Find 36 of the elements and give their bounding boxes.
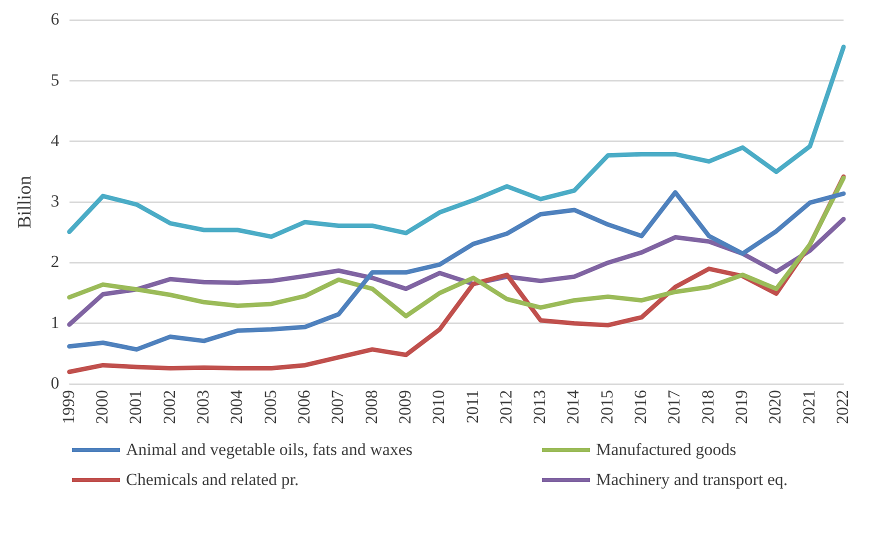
x-tick-label: 2019 — [732, 390, 752, 424]
x-tick-label: 2002 — [160, 390, 179, 424]
legend-label: Chemicals and related pr. — [126, 470, 299, 490]
legend-label: Manufactured goods — [596, 440, 736, 460]
y-tick-label: 4 — [50, 130, 60, 150]
x-tick-label: 2004 — [227, 390, 246, 424]
x-tick-label: 1999 — [58, 390, 78, 424]
x-tick-label: 2015 — [597, 390, 616, 424]
x-tick-label: 2011 — [462, 390, 482, 424]
x-tick-label: 2021 — [799, 390, 818, 424]
x-tick-label: 2018 — [698, 390, 718, 424]
x-tick-label: 2013 — [530, 390, 550, 424]
y-tick-label: 2 — [50, 252, 60, 272]
y-tick-label: 6 — [50, 10, 60, 29]
x-tick-label: 2007 — [328, 390, 348, 424]
x-tick-label: 2014 — [564, 390, 583, 424]
x-tick-label: 2009 — [395, 390, 414, 424]
x-tick-label: 2003 — [193, 390, 212, 424]
legend-label: Animal and vegetable oils, fats and waxes — [126, 440, 413, 460]
y-tick-label: 1 — [50, 312, 60, 332]
y-axis-title: Billion — [14, 175, 36, 228]
x-tick-label: 2010 — [429, 390, 448, 424]
x-tick-label: 2001 — [126, 390, 146, 424]
legend-label: Machinery and transport eq. — [596, 470, 788, 490]
x-tick-label: 2020 — [766, 390, 785, 424]
x-tick-label: 2006 — [294, 390, 314, 424]
x-tick-label: 2012 — [496, 390, 516, 424]
x-tick-label: 2005 — [260, 390, 280, 424]
x-tick-label: 2008 — [362, 390, 381, 424]
y-tick-label: 0 — [50, 373, 60, 392]
x-tick-label: 2022 — [833, 390, 852, 424]
x-tick-label: 2016 — [631, 390, 650, 424]
x-tick-label: 2000 — [92, 390, 112, 424]
x-tick-label: 2017 — [664, 390, 684, 424]
y-tick-label: 5 — [50, 70, 60, 90]
y-tick-label: 3 — [50, 192, 60, 211]
